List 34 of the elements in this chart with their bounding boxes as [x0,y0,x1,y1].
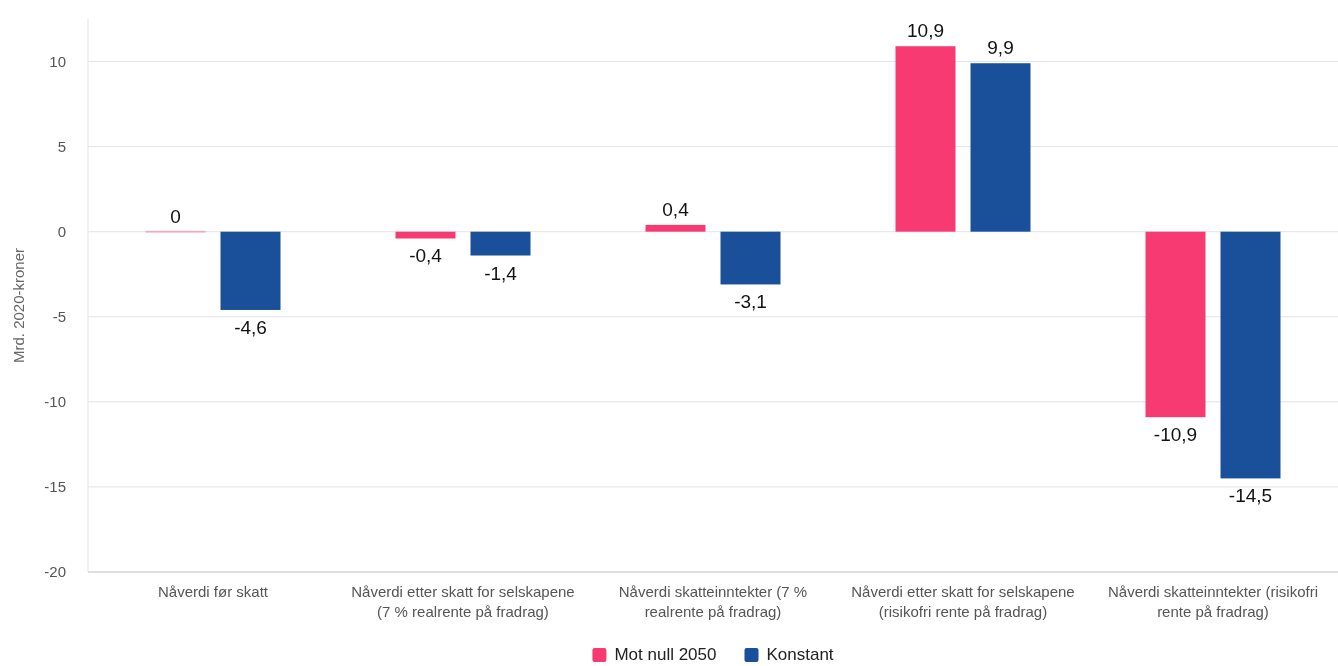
x-tick-label: Nåverdi etter skatt for selskapene (7 % realrente på fradrag) [351,583,575,620]
data-label: 10,9 [907,20,944,42]
bar [1220,231,1281,479]
data-label: -4,6 [234,316,267,338]
legend-label: Konstant [766,645,834,664]
data-label: 0 [170,205,181,227]
data-label: -1,4 [484,262,518,284]
data-label: -0,4 [409,245,443,267]
x-tick-label: Nåverdi skatteinntekter (7 % realrente på fradrag) [618,583,808,620]
bar [220,231,281,310]
bar [145,230,206,233]
bar [970,63,1031,232]
y-tick-label: 0 [57,222,66,240]
bar [720,231,781,285]
y-axis-title: Mrd. 2020-kroner [10,247,27,364]
data-label: -3,1 [734,291,767,313]
x-tick-label: Nåverdi etter skatt for selskapene (risikofri rente på fradrag) [851,583,1075,620]
data-label: -14,5 [1228,485,1273,507]
y-tick-label: -5 [52,308,66,326]
bar [1145,231,1206,418]
y-tick-label: 5 [57,137,66,155]
data-label: -10,9 [1153,424,1198,446]
y-tick-label: -15 [44,478,66,496]
bar [645,224,706,232]
legend-label: Mot null 2050 [614,645,717,664]
y-tick-label: 10 [49,52,66,70]
bar [895,46,956,232]
data-label: 0,4 [662,198,690,220]
x-tick-label: Nåverdi før skatt [157,583,269,600]
data-label: 9,9 [987,37,1014,59]
bar [470,231,531,256]
y-tick-label: -20 [44,563,66,581]
x-tick-label: Nåverdi skatteinntekter (risikofri rente på fradrag) [1107,583,1319,620]
y-tick-label: -10 [44,393,66,411]
